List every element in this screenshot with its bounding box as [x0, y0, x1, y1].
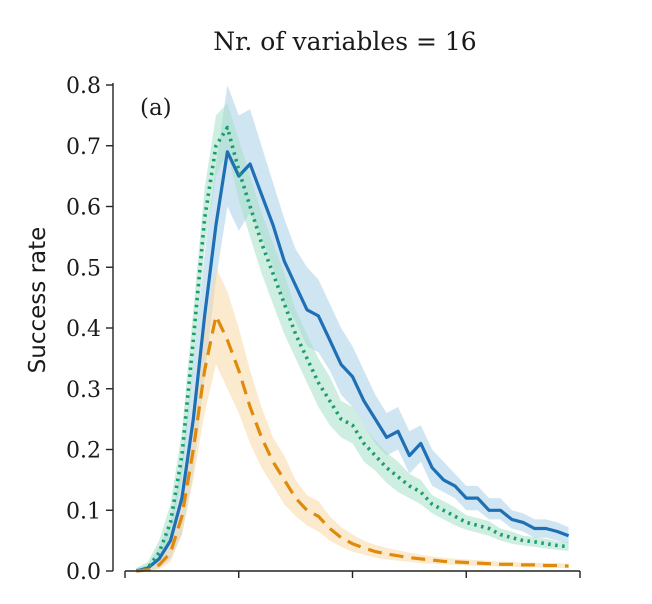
y-tick-label: 0.7	[66, 135, 101, 160]
series-0-band	[136, 85, 569, 571]
y-axis: 0.0 0.1 0.2 0.3 0.4 0.5 0.6 0.7 0.8	[66, 74, 114, 585]
series-0-line	[135, 150, 570, 573]
confidence-bands	[136, 85, 569, 571]
series-lines	[135, 125, 570, 573]
series-2-line	[136, 314, 569, 573]
y-tick-label: 0.2	[66, 439, 101, 464]
y-tick-label: 0.1	[66, 499, 101, 524]
y-tick-label: 0.0	[66, 560, 101, 585]
y-tick-label: 0.3	[66, 378, 101, 403]
panel-annotation: (a)	[140, 95, 172, 121]
y-tick-label: 0.8	[66, 74, 101, 99]
y-tick-label: 0.5	[66, 256, 101, 281]
series-1-line	[135, 125, 569, 573]
y-tick-label: 0.4	[66, 317, 101, 342]
x-axis	[124, 570, 581, 578]
y-axis-label: Success rate	[25, 227, 51, 374]
chart-title: Nr. of variables = 16	[213, 27, 476, 56]
y-tick-label: 0.6	[66, 196, 101, 221]
